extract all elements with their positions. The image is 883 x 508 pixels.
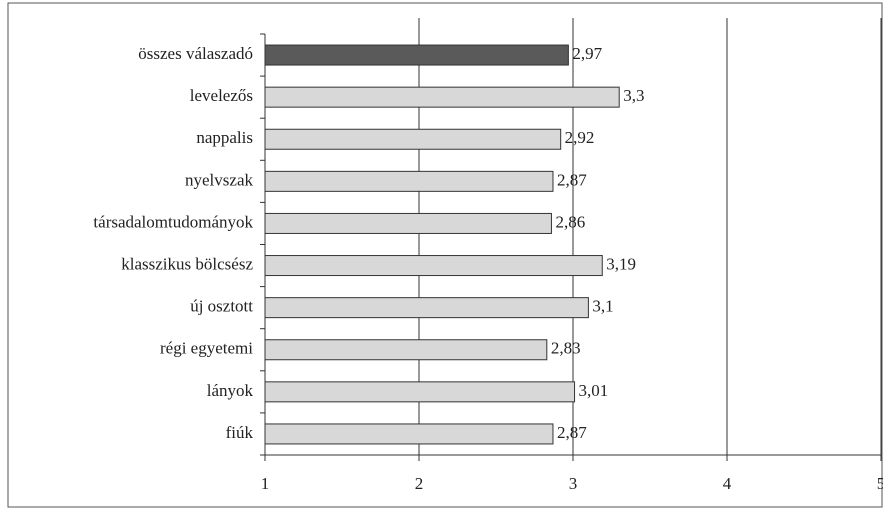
y-tick-label: összes válaszadó xyxy=(138,44,253,63)
y-tick-label: régi egyetemi xyxy=(160,339,253,358)
x-tick-label: 2 xyxy=(415,474,424,493)
bar xyxy=(264,297,589,319)
value-label: 2,87 xyxy=(557,423,587,442)
bar xyxy=(264,423,554,445)
bar xyxy=(264,255,603,277)
y-tick-label: levelezős xyxy=(190,86,253,105)
value-label: 2,83 xyxy=(551,339,581,358)
x-tick-label: 4 xyxy=(723,474,732,493)
bar xyxy=(264,44,569,66)
y-tick-label: új osztott xyxy=(190,297,253,316)
y-tick-label: nyelvszak xyxy=(185,170,253,189)
bar xyxy=(264,212,552,234)
bar xyxy=(264,128,562,150)
value-label: 2,92 xyxy=(565,128,595,147)
x-tick-label: 5 xyxy=(877,474,883,493)
bar xyxy=(264,86,620,108)
y-tick-label: társadalomtudományok xyxy=(93,212,253,231)
value-label: 2,87 xyxy=(557,170,587,189)
value-label: 3,3 xyxy=(623,86,644,105)
y-tick-label: klasszikus bölcsész xyxy=(121,254,253,273)
x-tick-label: 1 xyxy=(261,474,270,493)
bar xyxy=(264,170,554,192)
value-label: 3,19 xyxy=(606,254,636,273)
x-tick-label: 3 xyxy=(569,474,578,493)
bar xyxy=(264,339,548,361)
value-label: 2,86 xyxy=(555,212,585,231)
y-tick-label: fiúk xyxy=(226,423,254,442)
value-label: 2,97 xyxy=(572,44,602,63)
value-label: 3,01 xyxy=(579,381,609,400)
y-tick-label: nappalis xyxy=(196,128,253,147)
y-tick-label: lányok xyxy=(207,381,254,400)
bar xyxy=(264,381,576,403)
value-label: 3,1 xyxy=(592,297,613,316)
chart-frame xyxy=(7,2,883,508)
